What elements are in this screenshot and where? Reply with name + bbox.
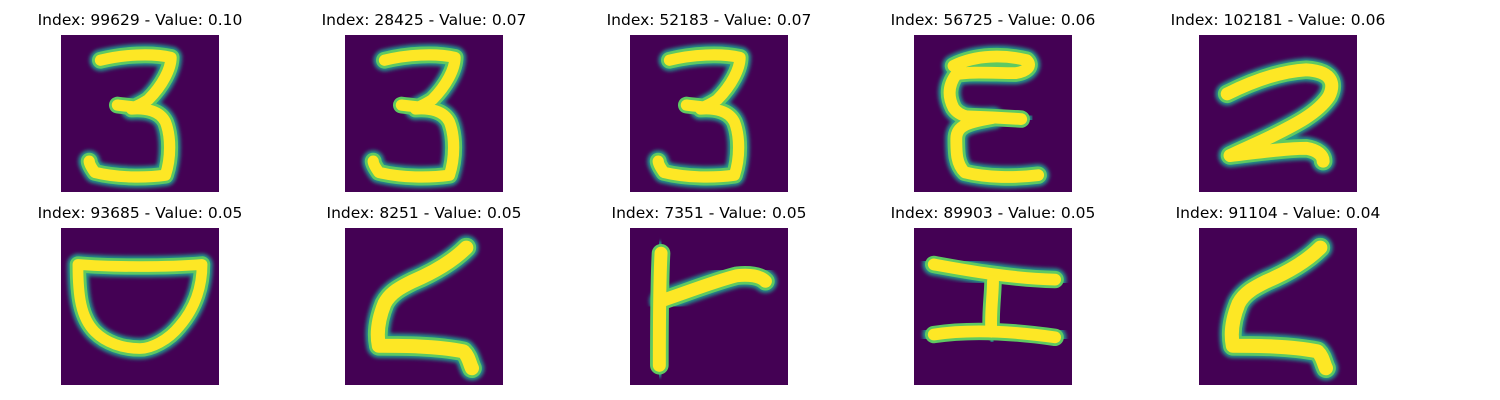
glyph-stroke-core (370, 240, 480, 376)
glyph-stroke-core (927, 325, 1061, 344)
image-panel: Index: 56725 - Value: 0.06 (873, 11, 1113, 192)
glyph-image (630, 35, 788, 192)
image-panel: Index: 102181 - Value: 0.06 (1158, 11, 1398, 192)
panel-title: Index: 56725 - Value: 0.06 (890, 11, 1096, 29)
glyph-stroke-core (72, 259, 208, 354)
glyph-stroke-core (654, 268, 772, 308)
image-panel: Index: 91104 - Value: 0.04 (1158, 204, 1398, 385)
panel-title: Index: 8251 - Value: 0.05 (326, 204, 522, 222)
glyph-stroke-core (943, 50, 1045, 183)
glyph-stroke-core (111, 99, 146, 114)
glyph-image (61, 228, 219, 385)
image-panel: Index: 28425 - Value: 0.07 (304, 11, 544, 192)
image-background (1199, 35, 1357, 192)
image-panel: Index: 8251 - Value: 0.05 (304, 204, 544, 385)
glyph-stroke-core (680, 99, 715, 114)
glyph-image (345, 228, 503, 385)
panel-title: Index: 89903 - Value: 0.05 (890, 204, 1096, 222)
glyph-stroke-core (367, 49, 461, 183)
glyph-stroke-core (652, 49, 746, 183)
glyph-stroke-core (1220, 63, 1339, 168)
panel-title: Index: 93685 - Value: 0.05 (37, 204, 243, 222)
panel-title: Index: 28425 - Value: 0.07 (321, 11, 527, 29)
glyph-image (630, 228, 788, 385)
glyph-stroke-core (652, 246, 668, 372)
panel-title: Index: 102181 - Value: 0.06 (1170, 11, 1386, 29)
glyph-stroke-core (395, 99, 430, 114)
panel-title: Index: 99629 - Value: 0.10 (37, 11, 243, 29)
glyph-image (61, 35, 219, 192)
panel-title: Index: 7351 - Value: 0.05 (611, 204, 807, 222)
image-panel: Index: 99629 - Value: 0.10 (20, 11, 260, 192)
image-panel: Index: 89903 - Value: 0.05 (873, 204, 1113, 385)
panel-title: Index: 91104 - Value: 0.04 (1175, 204, 1381, 222)
glyph-image (1199, 35, 1357, 192)
glyph-stroke-core (83, 49, 177, 183)
glyph-stroke-core (1224, 240, 1334, 376)
glyph-image (914, 228, 1072, 385)
glyph-image (345, 35, 503, 192)
glyph-image (914, 35, 1072, 192)
glyph-stroke-core (927, 258, 1061, 286)
glyph-stroke-core (958, 110, 1028, 125)
image-panel: Index: 52183 - Value: 0.07 (589, 11, 829, 192)
panel-title: Index: 52183 - Value: 0.07 (606, 11, 812, 29)
glyph-stroke-core (985, 275, 999, 338)
glyph-image (1199, 228, 1357, 385)
image-panel: Index: 7351 - Value: 0.05 (589, 204, 829, 385)
image-panel: Index: 93685 - Value: 0.05 (20, 204, 260, 385)
